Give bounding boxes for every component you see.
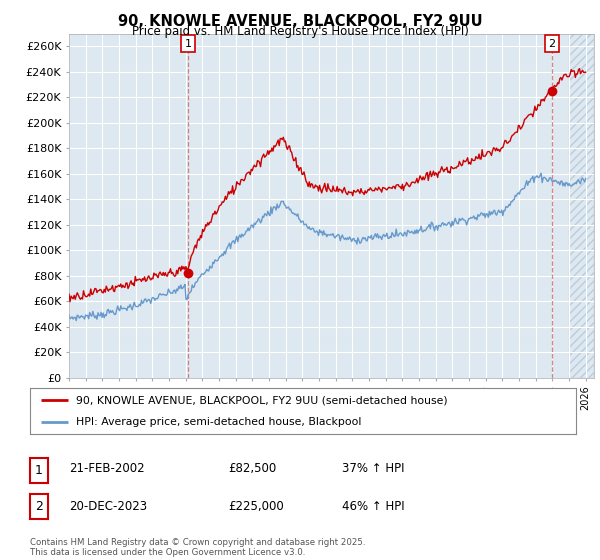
- Text: 2: 2: [35, 500, 43, 514]
- Text: 37% ↑ HPI: 37% ↑ HPI: [342, 462, 404, 475]
- Text: 46% ↑ HPI: 46% ↑ HPI: [342, 500, 404, 514]
- Text: Contains HM Land Registry data © Crown copyright and database right 2025.
This d: Contains HM Land Registry data © Crown c…: [30, 538, 365, 557]
- Text: 90, KNOWLE AVENUE, BLACKPOOL, FY2 9UU (semi-detached house): 90, KNOWLE AVENUE, BLACKPOOL, FY2 9UU (s…: [76, 395, 448, 405]
- Text: 1: 1: [184, 39, 191, 49]
- Text: 1: 1: [35, 464, 43, 477]
- Text: Price paid vs. HM Land Registry's House Price Index (HPI): Price paid vs. HM Land Registry's House …: [131, 25, 469, 38]
- Text: £82,500: £82,500: [228, 462, 276, 475]
- Text: 90, KNOWLE AVENUE, BLACKPOOL, FY2 9UU: 90, KNOWLE AVENUE, BLACKPOOL, FY2 9UU: [118, 14, 482, 29]
- Text: £225,000: £225,000: [228, 500, 284, 514]
- Text: 21-FEB-2002: 21-FEB-2002: [69, 462, 145, 475]
- Text: 20-DEC-2023: 20-DEC-2023: [69, 500, 147, 514]
- Text: HPI: Average price, semi-detached house, Blackpool: HPI: Average price, semi-detached house,…: [76, 417, 362, 427]
- Text: 2: 2: [548, 39, 556, 49]
